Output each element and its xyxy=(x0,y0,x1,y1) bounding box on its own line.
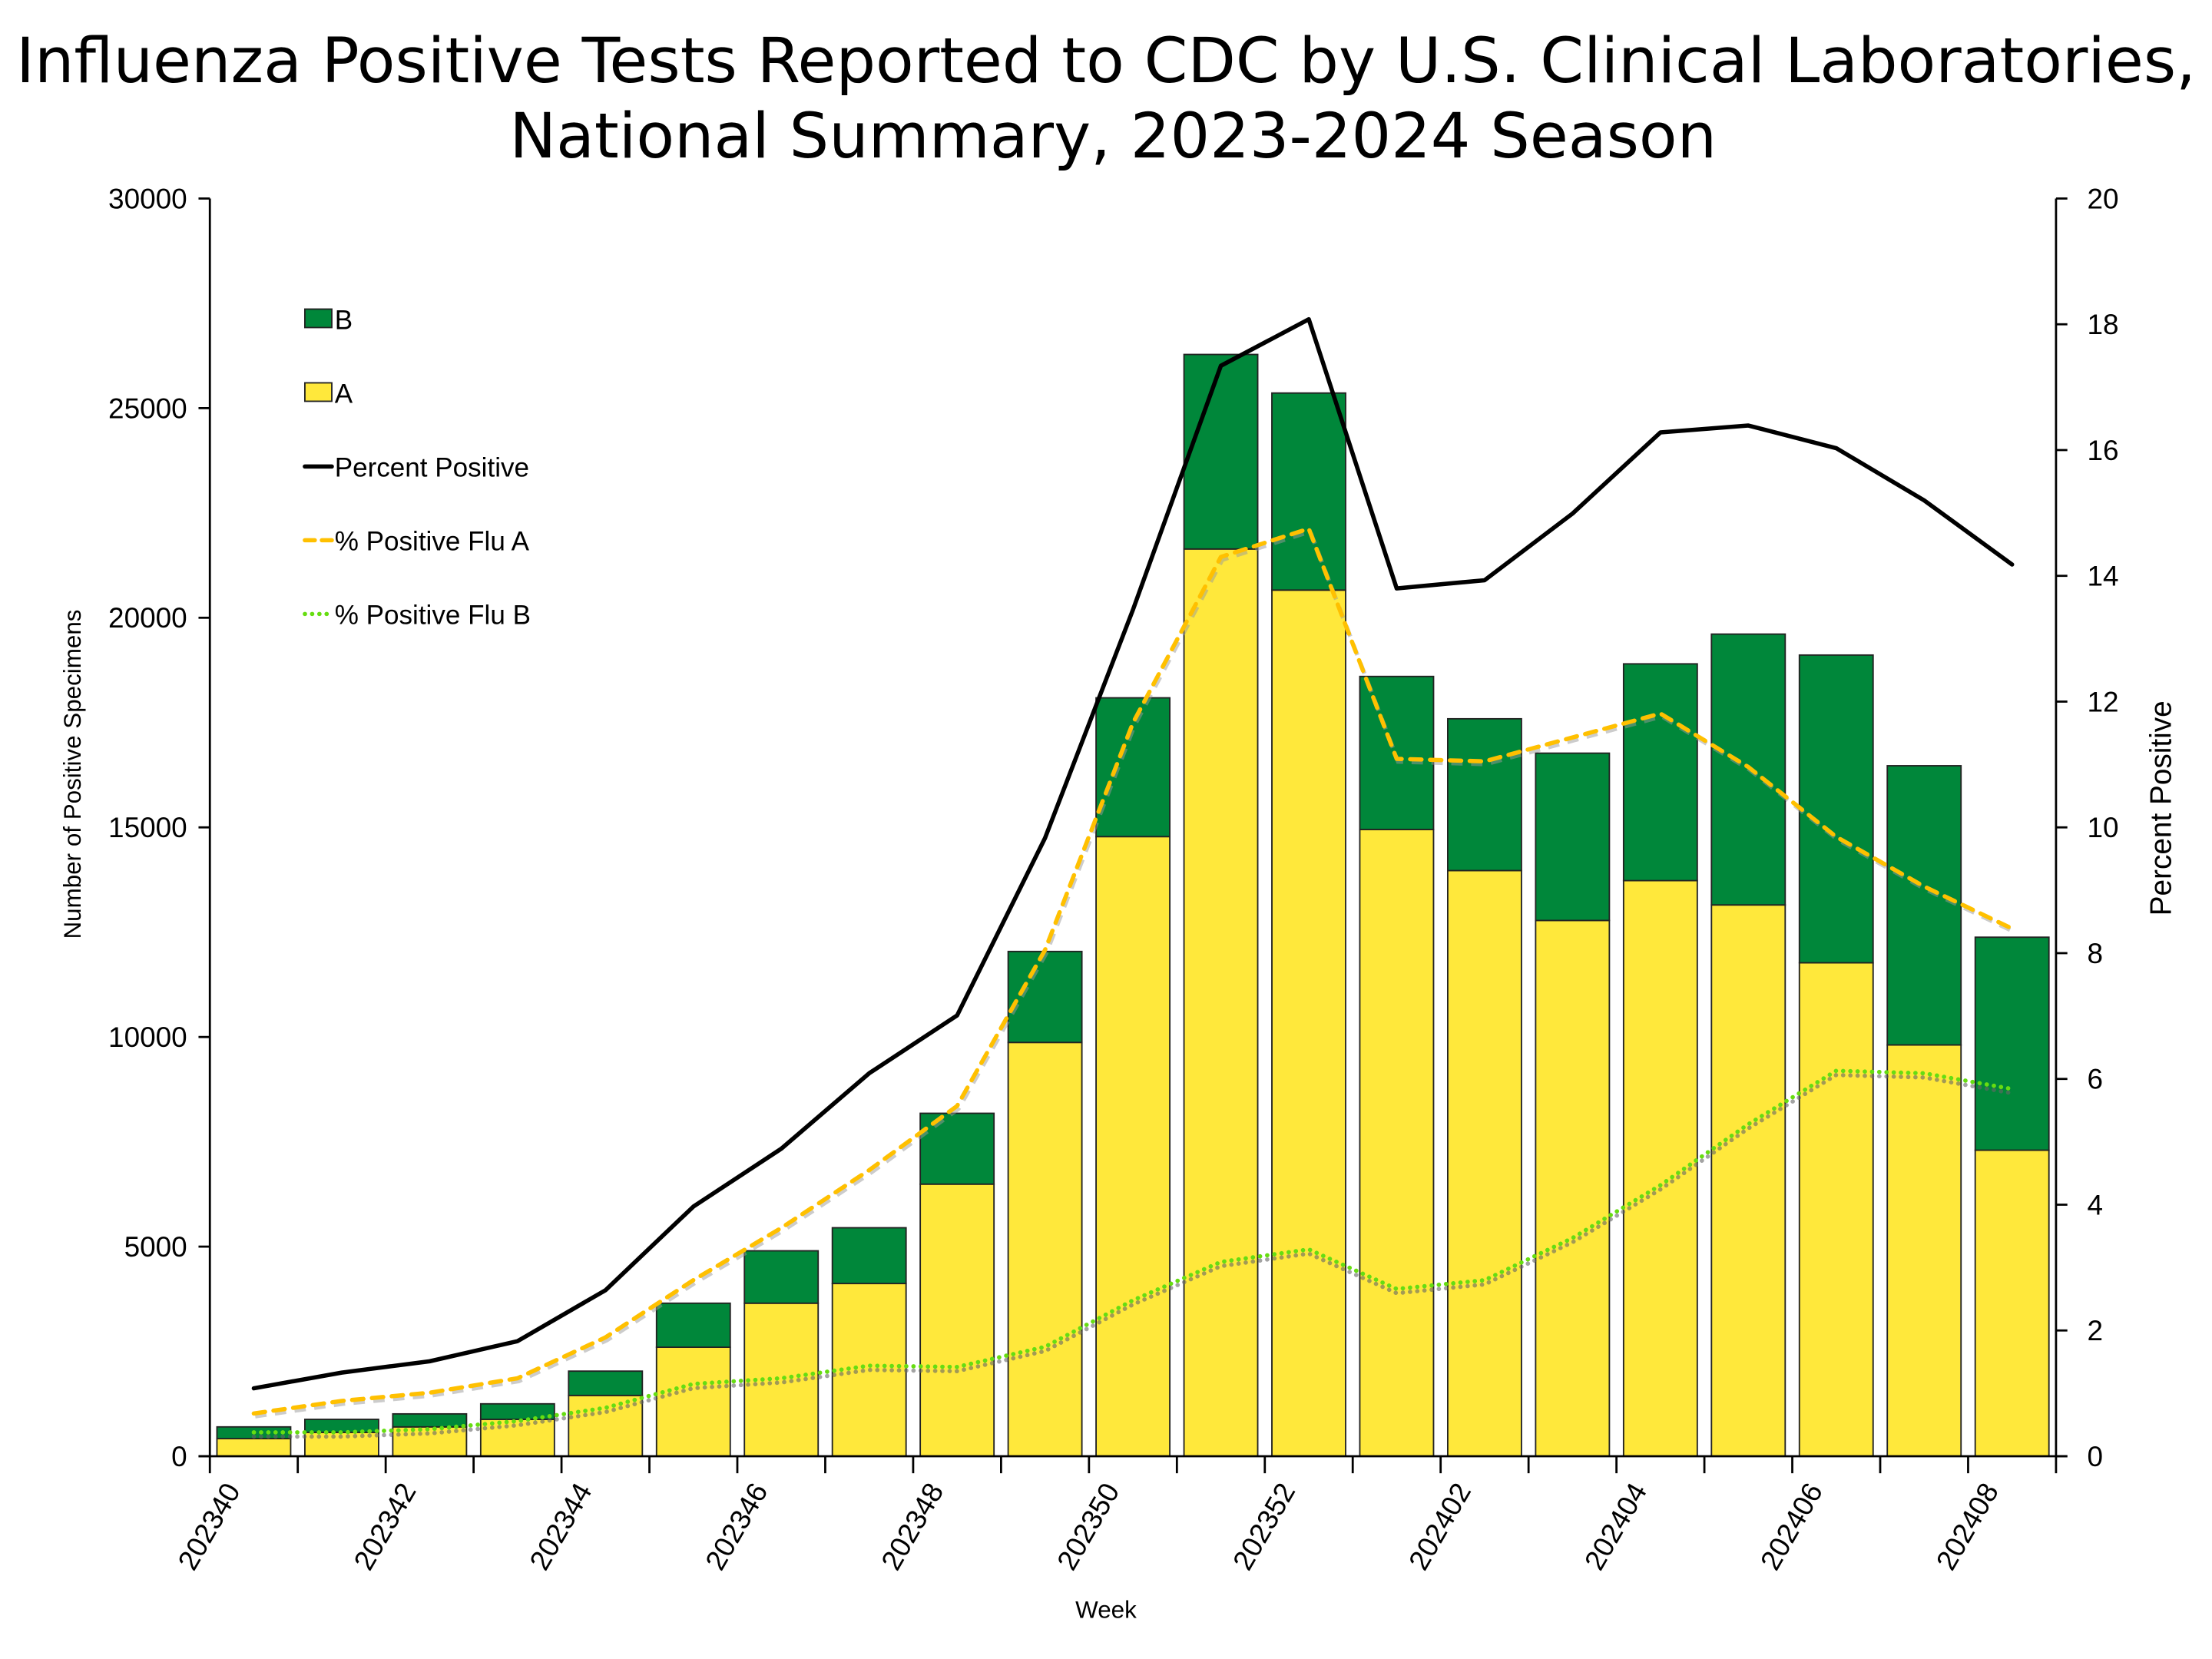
y2-tick-label-18: 18 xyxy=(2088,309,2119,340)
x-tick-label-202408: 202408 xyxy=(1930,1478,2005,1575)
x-tick-label-202406: 202406 xyxy=(1754,1478,1829,1575)
bar-b-202352 xyxy=(1271,392,1346,591)
legend-swatch-a xyxy=(304,382,333,402)
bar-a-202348 xyxy=(919,1183,995,1457)
bar-a-202349 xyxy=(1007,1041,1083,1457)
y2-tick-label-0: 0 xyxy=(2088,1441,2104,1472)
x-tick-label-202352: 202352 xyxy=(1227,1478,1301,1575)
bar-b-202408 xyxy=(1974,936,2050,1151)
x-tick-label-202350: 202350 xyxy=(1051,1478,1125,1575)
y2-tick-label-20: 20 xyxy=(2088,183,2119,214)
x-tick-label-202404: 202404 xyxy=(1578,1478,1653,1575)
bar-b-202404 xyxy=(1622,663,1698,882)
bar-b-202342 xyxy=(392,1412,468,1428)
bar-b-202403 xyxy=(1535,752,1611,922)
bar-b-202350 xyxy=(1095,697,1171,838)
bar-a-202407 xyxy=(1886,1044,1962,1457)
bar-a-202403 xyxy=(1535,919,1611,1457)
y-tick-label-15000: 15000 xyxy=(108,812,187,843)
x-axis-label: Week xyxy=(1075,1596,1137,1623)
bar-b-202347 xyxy=(831,1227,907,1285)
bar-b-202344 xyxy=(568,1370,644,1396)
bar-a-202352 xyxy=(1271,589,1346,1457)
bar-a-202402 xyxy=(1447,869,1522,1457)
x-tick-label-202346: 202346 xyxy=(699,1478,773,1575)
x-tick-label-202344: 202344 xyxy=(524,1478,598,1575)
line-positive-flu-b xyxy=(251,1068,2015,1435)
y-tick-label-5000: 5000 xyxy=(124,1231,187,1263)
y2-tick-label-6: 6 xyxy=(2088,1064,2104,1095)
chart-title-line-1: Influenza Positive Tests Reported to CDC… xyxy=(16,25,2196,98)
legend-label-positive-flu-b: % Positive Flu B xyxy=(335,600,531,630)
y-tick-label-25000: 25000 xyxy=(108,392,187,424)
y-tick-label-30000: 30000 xyxy=(108,183,187,214)
bar-b-202406 xyxy=(1798,654,1874,964)
bar-a-202345 xyxy=(655,1346,731,1457)
bar-b-202349 xyxy=(1007,950,1083,1044)
y2-tick-label-14: 14 xyxy=(2088,561,2119,592)
bar-b-202341 xyxy=(304,1419,379,1433)
y-tick-label-10000: 10000 xyxy=(108,1022,187,1053)
bar-a-202406 xyxy=(1798,962,1874,1457)
line-positive-flu-a xyxy=(251,526,2015,1416)
y2-tick-label-12: 12 xyxy=(2088,686,2119,717)
y2-axis-label: Percent Positive xyxy=(2144,700,2177,916)
bar-a-202350 xyxy=(1095,836,1171,1457)
x-tick-label-202340: 202340 xyxy=(172,1478,247,1575)
y2-tick-label-10: 10 xyxy=(2088,812,2119,843)
bar-b-202346 xyxy=(743,1250,820,1304)
bar-a-202405 xyxy=(1710,904,1786,1457)
legend-label-percent-positive: Percent Positive xyxy=(335,452,529,482)
bar-a-202351 xyxy=(1183,548,1259,1457)
legend-label-positive-flu-a: % Positive Flu A xyxy=(335,526,530,556)
bar-b-202351 xyxy=(1183,353,1259,550)
line-percent-positive xyxy=(251,316,2015,1391)
line-shadow-positive-flu-b xyxy=(251,1072,2015,1439)
bar-b-202343 xyxy=(479,1402,555,1420)
y2-tick-label-2: 2 xyxy=(2088,1315,2104,1346)
y2-tick-label-4: 4 xyxy=(2088,1189,2104,1220)
y2-tick-label-8: 8 xyxy=(2088,938,2104,969)
bar-a-202408 xyxy=(1974,1149,2050,1457)
chart-title-line-2: National Summary, 2023-2024 Season xyxy=(509,101,1717,173)
x-tick-label-202342: 202342 xyxy=(348,1478,422,1575)
bar-b-202402 xyxy=(1447,717,1522,872)
x-tick-label-202402: 202402 xyxy=(1402,1478,1477,1575)
bar-a-202343 xyxy=(479,1419,555,1457)
legend-label-b: B xyxy=(335,305,353,335)
bar-b-202407 xyxy=(1886,765,1962,1046)
bar-b-202345 xyxy=(655,1302,731,1349)
x-tick-label-202348: 202348 xyxy=(875,1478,949,1575)
legend-label-a: A xyxy=(335,379,353,409)
y-tick-label-0: 0 xyxy=(171,1441,187,1472)
bar-a-202340 xyxy=(216,1438,292,1457)
bar-a-202401 xyxy=(1359,829,1435,1457)
y-axis-label: Number of Positive Specimens xyxy=(59,610,86,939)
bar-a-202344 xyxy=(568,1394,644,1457)
legend-swatch-b xyxy=(304,308,333,329)
legend: B A Percent Positive % Positive Flu A % Posi… xyxy=(303,305,531,630)
y2-tick-label-16: 16 xyxy=(2088,435,2119,466)
y-tick-label-20000: 20000 xyxy=(108,602,187,634)
